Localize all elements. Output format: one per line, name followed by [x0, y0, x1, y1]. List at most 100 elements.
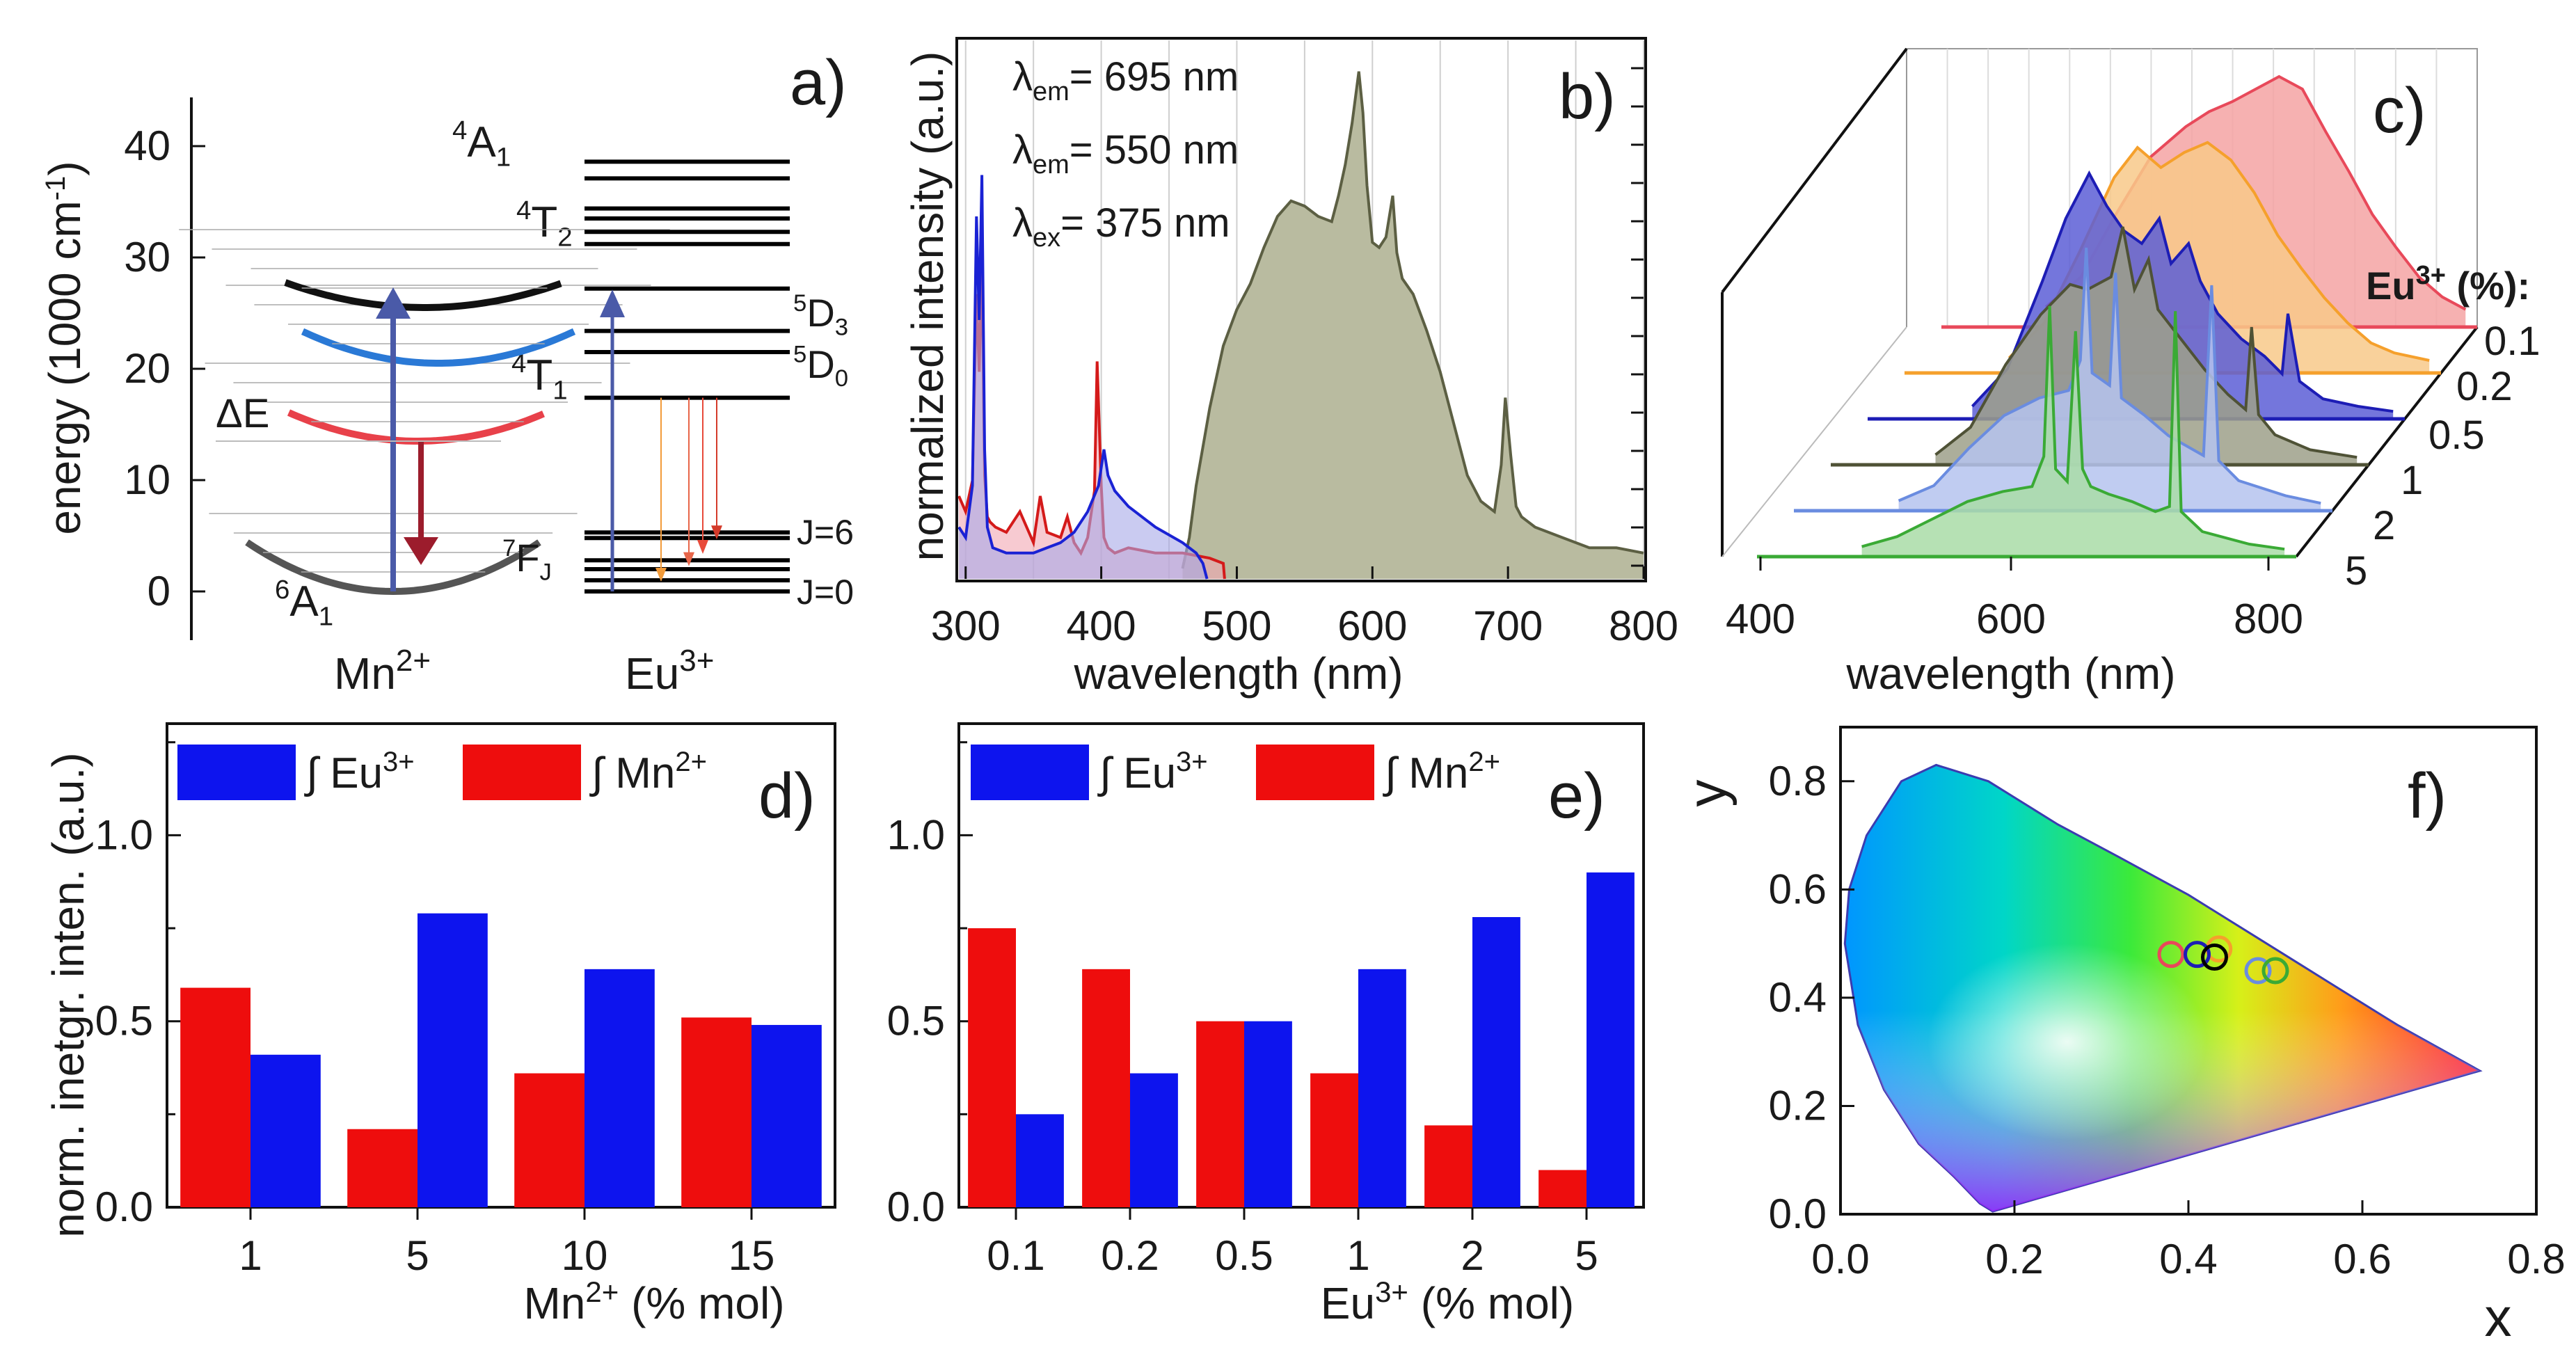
panel-a-y-tick-label: 10 [124, 456, 170, 503]
bar-eu-1 [251, 1054, 321, 1207]
eu-d0-label: 5D0 [793, 341, 848, 392]
panel-b-frame [955, 37, 1647, 582]
panel-c-floor-right [2295, 326, 2479, 558]
mn-curve-T1_4 [287, 409, 545, 445]
x-tick-label: 0.5 [1215, 1232, 1273, 1279]
panel-b-line-2 [1181, 71, 1644, 569]
y-tick-label: 1.0 [95, 811, 153, 858]
eu-ion-label: Eu3+ [625, 644, 714, 699]
eu-j0-label: J=0 [797, 573, 854, 612]
y-tick-label: 0.0 [95, 1184, 153, 1230]
panel-b-legend-2: λex= 375 nm [1012, 200, 1230, 253]
panel-a-y-tick-label: 20 [124, 345, 170, 392]
y-tick-label: 1.0 [887, 811, 945, 858]
legend-mn-swatch [463, 745, 581, 800]
cie-white-point [1845, 765, 2480, 1212]
panel-f-y-tick-label: 0.0 [1769, 1191, 1827, 1237]
y-tick-label: 0.5 [95, 998, 153, 1044]
bar-mn-1 [1310, 1073, 1358, 1207]
eu-d3-label: 5D3 [793, 290, 848, 341]
panel-e-frame [957, 722, 1645, 1209]
legend-mn-swatch [1256, 745, 1374, 800]
panel-b-x-tick-label: 800 [1609, 603, 1678, 649]
mn-curve-label-A1_6: 6A1 [275, 575, 333, 631]
cie-point-5 [2261, 957, 2289, 985]
legend-eu-label: ∫ Eu3+ [304, 747, 415, 797]
panel-c-z-title: Eu3+ (%): [2366, 261, 2530, 308]
eu-emission-arrowhead [697, 540, 708, 554]
bar-eu-10 [585, 969, 655, 1207]
bar-eu-5 [418, 913, 488, 1207]
mn-curve-label-A1_4: 4A1 [452, 116, 511, 172]
panel-c-z-label: 1 [2401, 458, 2423, 503]
bar-mn-15 [681, 1017, 752, 1207]
panel-d-label: d) [758, 761, 816, 831]
panel-a-y-tick-label: 0 [148, 568, 170, 614]
panel-f-label: f) [2408, 761, 2447, 831]
panel-b-legend-1: λem= 550 nm [1012, 127, 1239, 180]
panel-a-label: a) [790, 47, 847, 118]
y-tick-label: 0.5 [887, 998, 945, 1044]
panel-f-x-tick-label: 0.8 [2507, 1236, 2565, 1282]
panel-c-x-tick-label: 800 [2234, 596, 2303, 642]
mn-ion-label: Mn2+ [334, 644, 431, 699]
mn-curve-label-T2_4: 4T2 [516, 196, 573, 252]
panel-f-x-tick-label: 0.4 [2159, 1236, 2217, 1282]
panel-f-y-tick-label: 0.2 [1769, 1082, 1827, 1129]
bar-eu-2 [1472, 917, 1520, 1207]
panel-a-y-label: energy (1000 cm-1) [40, 161, 90, 534]
panel-b-x-tick-label: 400 [1067, 603, 1136, 649]
panel-d-x-label: Mn2+ (% mol) [523, 1275, 784, 1328]
panel-c-x-label: wavelength (nm) [1845, 648, 2175, 699]
panel-c-x-tick-label: 600 [1976, 596, 2046, 642]
panel-b-area-1 [959, 175, 1207, 579]
cie-point-1 [2201, 944, 2228, 971]
panel-e-label: e) [1548, 761, 1605, 831]
y-tick-label: 0.0 [887, 1184, 945, 1230]
legend-eu-swatch [971, 745, 1089, 800]
panel-f-y-tick-label: 0.8 [1769, 758, 1827, 804]
x-tick-label: 5 [406, 1232, 429, 1279]
panel-c-z-label: 0.2 [2456, 364, 2513, 409]
panel-d-frame [166, 722, 836, 1209]
x-tick-label: 2 [1461, 1232, 1484, 1279]
panel-f-cie-diagram: 0.0 0.2 0.4 0.6 0.8 0.0 0.2 0.4 0.6 0.8 x y f) [1676, 726, 2566, 1348]
eu-emission-arrowhead [711, 525, 722, 540]
eu-emission-arrowhead [683, 552, 694, 566]
panel-b-x-tick-label: 500 [1202, 603, 1271, 649]
mn-emission-arrowhead [404, 537, 438, 565]
bar-mn-0.1 [968, 928, 1016, 1207]
panel-b-x-tick-label: 700 [1473, 603, 1543, 649]
bar-mn-1 [180, 987, 251, 1207]
legend-mn-label: ∫ Mn2+ [589, 747, 707, 797]
cie-point-2 [2244, 957, 2272, 985]
x-tick-label: 0.1 [987, 1232, 1044, 1279]
panel-c-z-label: 2 [2373, 503, 2395, 548]
panel-f-y-tick-label: 0.6 [1769, 866, 1827, 912]
panel-f-x-label: x [2485, 1287, 2512, 1348]
bar-mn-5 [1539, 1170, 1587, 1207]
panel-c-line-2 [1898, 247, 2321, 505]
panel-b-area-2 [1182, 71, 1644, 579]
x-tick-label: 15 [729, 1232, 775, 1279]
legend-eu-label: ∫ Eu3+ [1097, 747, 1208, 797]
panel-d-bar-chart: 0.00.51.01 5 10 15∫ Eu3+ ∫ Mn2+ Mn2+ (% mol)… [43, 722, 836, 1328]
bar-mn-5 [347, 1129, 418, 1207]
x-tick-label: 1 [1346, 1232, 1369, 1279]
panel-c-z-label: 0.1 [2484, 319, 2541, 364]
x-tick-label: 10 [562, 1232, 608, 1279]
panel-f-x-tick-label: 0.2 [1985, 1236, 2043, 1282]
bar-mn-0.2 [1082, 969, 1130, 1207]
panel-f-x-tick-label: 0.6 [2333, 1236, 2391, 1282]
panel-c-line-5 [1861, 305, 2285, 551]
panel-c-area-2 [1898, 248, 2321, 511]
panel-b-legend-0: λem= 695 nm [1012, 54, 1239, 106]
panel-d-y-label: norm. inetgr. inten. (a.u.) [43, 752, 93, 1237]
mn-curve-A1_4 [284, 279, 562, 311]
bar-eu-0.2 [1130, 1073, 1178, 1207]
bar-eu-0.1 [1016, 1114, 1064, 1207]
eu-excitation-arrowhead [600, 289, 625, 317]
bar-mn-10 [514, 1073, 585, 1207]
panel-c-line-1 [1934, 226, 2358, 459]
